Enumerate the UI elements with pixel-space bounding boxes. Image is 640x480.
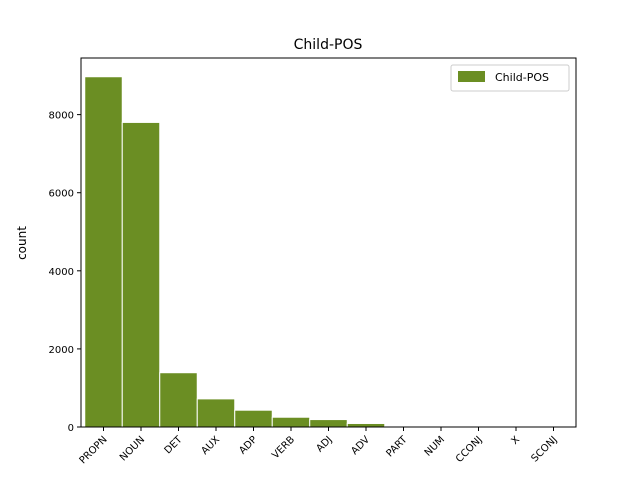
x-tick-label-cconj: CCONJ — [454, 434, 485, 465]
bar-det — [159, 372, 198, 428]
x-tick-label-num: NUM — [423, 434, 447, 458]
y-tick-label: 0 — [68, 423, 74, 434]
bar-adj — [309, 419, 348, 428]
bar-adp — [234, 409, 273, 428]
x-tick-label-adv: ADV — [349, 434, 372, 457]
x-tick-label-part: PART — [384, 434, 410, 460]
y-tick-label: 8000 — [49, 111, 74, 122]
x-axis: PROPN NOUN DET AUX ADP VERB ADJ ADV PART NUM CCONJ… — [78, 427, 560, 466]
plot-frame — [80, 57, 577, 428]
x-tick-label-aux: AUX — [199, 434, 222, 457]
bar-aux — [196, 398, 236, 428]
y-axis: 0 2000 4000 6000 8000 — [49, 111, 81, 434]
chart-title: Child-POS — [294, 37, 363, 53]
x-tick-label-adp: ADP — [237, 434, 259, 456]
bar-verb — [271, 416, 311, 428]
x-tick-label-det: DET — [163, 434, 186, 457]
legend: Child-POS — [450, 64, 570, 92]
bar-noun — [121, 121, 161, 428]
y-tick-label: 4000 — [49, 267, 74, 278]
x-tick-label-adj: ADJ — [314, 434, 334, 454]
x-tick-label-verb: VERB — [270, 434, 297, 461]
legend-swatch — [458, 71, 485, 82]
bar-propn — [84, 76, 123, 428]
bars-group — [84, 76, 573, 428]
x-tick-label-propn: PROPN — [78, 434, 110, 466]
y-tick-label: 2000 — [49, 345, 74, 356]
x-tick-label-x: X — [509, 434, 522, 447]
legend-label: Child-POS — [495, 71, 549, 84]
y-axis-label: count — [15, 226, 29, 260]
x-tick-label-noun: NOUN — [118, 434, 147, 463]
x-tick-label-sconj: SCONJ — [529, 434, 559, 464]
y-tick-label: 6000 — [49, 189, 74, 200]
bar-adv — [346, 422, 386, 428]
